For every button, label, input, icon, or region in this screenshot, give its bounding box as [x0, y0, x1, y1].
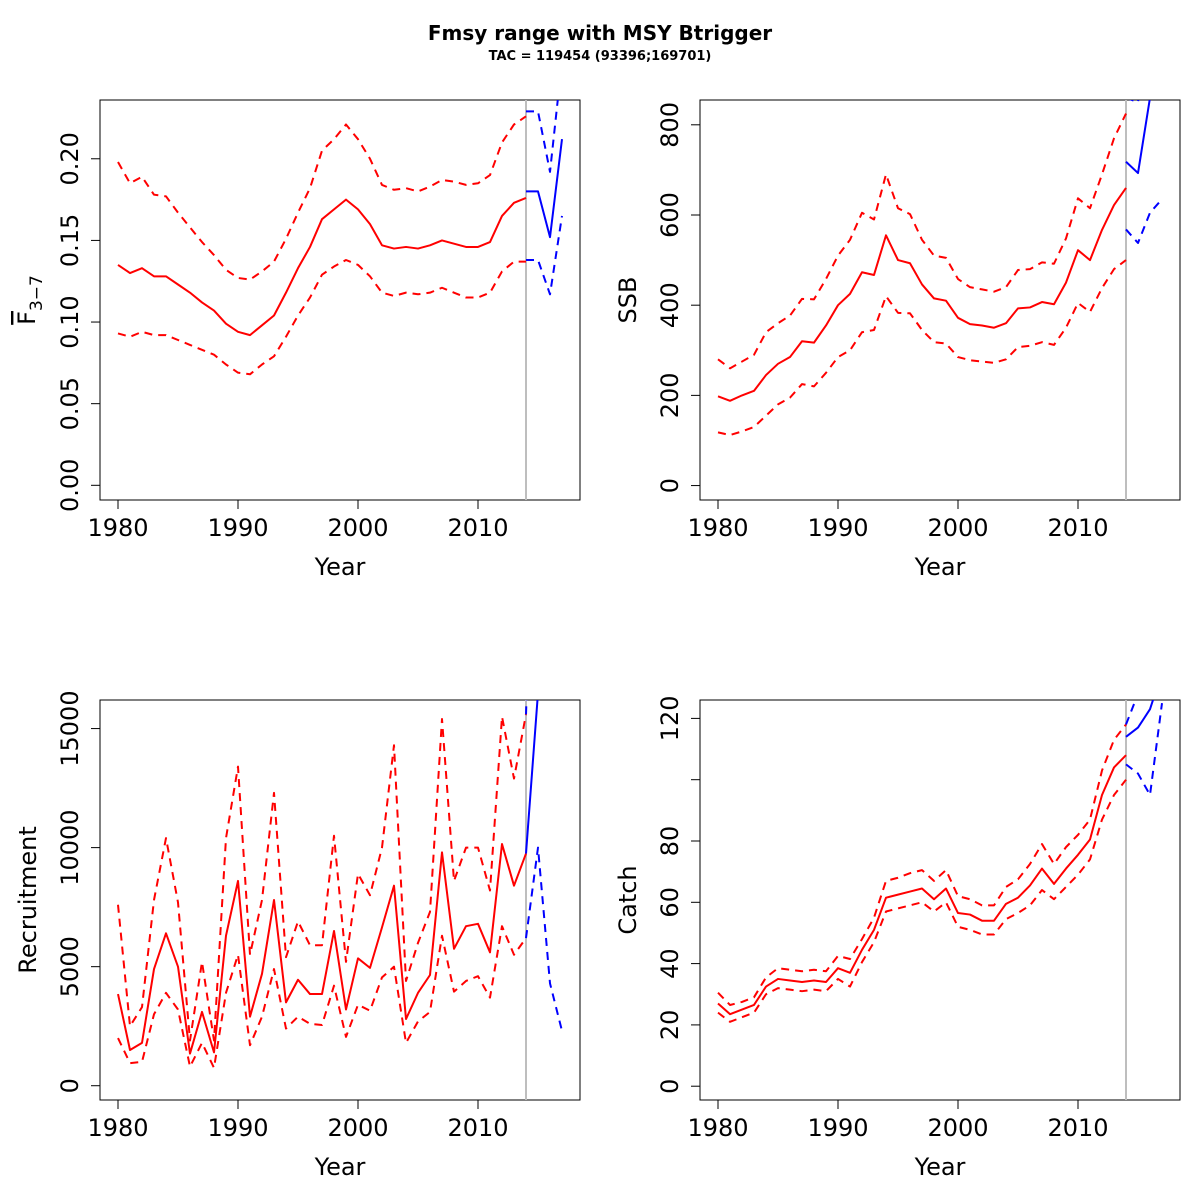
- series-line-ssb-historical-1: [717, 113, 1127, 370]
- series-line-fbar-historical-0: [117, 197, 527, 337]
- axis-ticks-catch: 1980 1990 2000 2010 0 20 40 60 80 120: [656, 695, 1109, 1142]
- x-axis-label-ssb: Year: [914, 553, 966, 581]
- panel-catch: 1980 1990 2000 2010 0 20 40 60 80 120 Year Catch: [614, 695, 1181, 1181]
- y-axis-label-fbar: F3−7: [13, 275, 47, 325]
- axis-ticks-fbar: 1980 1990 2000 2010 0.00 0.05 0.10 0.15 0.20: [56, 132, 509, 542]
- y-tick-label-fbar-3: 0.15: [56, 214, 84, 267]
- x-tick-label-catch-2010: 2010: [1047, 1114, 1108, 1142]
- figure-title: Fmsy range with MSY Btrigger: [428, 21, 772, 45]
- x-tick-label-recruitment-1980: 1980: [87, 1114, 148, 1142]
- plot-frame-ssb: [699, 99, 1181, 501]
- series-recruitment: [117, 700, 563, 1100]
- x-tick-label-catch-2000: 2000: [927, 1114, 988, 1142]
- series-line-recruitment-projection-3: [525, 700, 539, 854]
- y-tick-label-catch-3: 60: [656, 887, 684, 918]
- y-tick-label-catch-4: 80: [656, 826, 684, 857]
- x-tick-label-recruitment-2010: 2010: [447, 1114, 508, 1142]
- x-tick-label-catch-1990: 1990: [807, 1114, 868, 1142]
- series-line-catch-projection-5: [1125, 702, 1163, 797]
- x-tick-label-fbar-1980: 1980: [87, 514, 148, 542]
- y-tick-label-fbar-2: 0.10: [56, 295, 84, 348]
- y-tick-label-ssb-1: 200: [656, 372, 684, 418]
- y-tick-label-catch-2: 40: [656, 948, 684, 979]
- series-line-fbar-historical-2: [117, 259, 526, 376]
- x-tick-label-ssb-1990: 1990: [807, 514, 868, 542]
- y-axis-label-fbar-sub: 3−7: [27, 275, 47, 311]
- x-tick-label-fbar-2010: 2010: [447, 514, 508, 542]
- x-tick-label-recruitment-2000: 2000: [327, 1114, 388, 1142]
- panel-recruitment: 1980 1990 2000 2010 0 5000 10000 15000 Year Rec…: [14, 690, 581, 1181]
- y-tick-label-catch-6: 120: [656, 695, 684, 741]
- x-tick-label-recruitment-1990: 1990: [207, 1114, 268, 1142]
- y-tick-label-ssb-4: 800: [656, 102, 684, 148]
- series-line-catch-historical-2: [717, 779, 1127, 1023]
- x-tick-label-fbar-1990: 1990: [207, 514, 268, 542]
- series-line-ssb-projection-3: [1125, 100, 1151, 175]
- plot-frame-recruitment: [99, 699, 581, 1101]
- y-tick-label-fbar-1: 0.05: [56, 377, 84, 430]
- figure-subtitle: TAC = 119454 (93396;169701): [489, 49, 712, 64]
- x-axis-label-fbar: Year: [314, 553, 366, 581]
- panel-ssb: 1980 1990 2000 2010 0 200 400 600 800 Year SSB: [614, 99, 1181, 581]
- y-tick-label-fbar-0: 0.00: [56, 459, 84, 512]
- y-tick-label-ssb-0: 0: [656, 478, 684, 493]
- series-line-ssb-projection-5: [1125, 198, 1163, 244]
- series-line-recruitment-historical-1: [117, 714, 527, 1042]
- series-catch: [717, 700, 1163, 1100]
- series-line-catch-projection-3: [1125, 700, 1155, 738]
- y-tick-label-ssb-3: 600: [656, 192, 684, 238]
- plot-frame-fbar: [99, 99, 581, 501]
- axis-ticks-recruitment: 1980 1990 2000 2010 0 5000 10000 15000: [56, 690, 509, 1142]
- series-line-fbar-projection-3: [526, 139, 563, 239]
- y-axis-label-recruitment: Recruitment: [14, 826, 42, 973]
- series-ssb: [717, 100, 1163, 500]
- series-line-recruitment-projection-4: [525, 700, 528, 715]
- series-line-catch-historical-1: [717, 723, 1127, 1006]
- plot-frame-catch: [699, 699, 1181, 1101]
- x-axis-label-recruitment: Year: [314, 1153, 366, 1181]
- series-line-recruitment-historical-0: [117, 843, 527, 1055]
- series-line-catch-historical-0: [717, 754, 1127, 1016]
- y-tick-label-fbar-4: 0.20: [56, 132, 84, 185]
- y-axis-label-fbar-main: F: [13, 311, 41, 325]
- series-line-ssb-historical-0: [717, 187, 1127, 402]
- y-tick-label-catch-1: 20: [656, 1010, 684, 1041]
- x-tick-label-catch-1980: 1980: [687, 1114, 748, 1142]
- x-axis-label-catch: Year: [914, 1153, 966, 1181]
- series-line-catch-projection-4: [1125, 700, 1137, 725]
- y-tick-label-recruitment-3: 15000: [56, 690, 84, 766]
- series-line-recruitment-projection-5: [525, 846, 563, 1032]
- y-axis-label-ssb: SSB: [614, 277, 642, 324]
- x-tick-label-ssb-1980: 1980: [687, 514, 748, 542]
- series-line-recruitment-historical-2: [117, 925, 527, 1069]
- y-tick-label-recruitment-2: 10000: [56, 809, 84, 885]
- y-tick-label-recruitment-0: 0: [56, 1078, 84, 1093]
- series-line-ssb-projection-4: [1129, 100, 1140, 104]
- x-tick-label-ssb-2010: 2010: [1047, 514, 1108, 542]
- y-tick-label-recruitment-1: 5000: [56, 936, 84, 997]
- series-line-fbar-historical-1: [117, 115, 527, 281]
- series-fbar: [117, 100, 563, 500]
- panel-fbar: 1980 1990 2000 2010 0.00 0.05 0.10 0.15 0.20 Yea…: [13, 99, 581, 581]
- y-tick-label-ssb-2: 400: [656, 282, 684, 328]
- series-line-fbar-projection-4: [526, 100, 559, 173]
- x-tick-label-fbar-2000: 2000: [327, 514, 388, 542]
- series-line-fbar-projection-5: [526, 215, 563, 296]
- x-tick-label-ssb-2000: 2000: [927, 514, 988, 542]
- y-axis-label-catch: Catch: [614, 865, 642, 934]
- y-tick-label-catch-0: 0: [656, 1079, 684, 1094]
- axis-ticks-ssb: 1980 1990 2000 2010 0 200 400 600 800: [656, 102, 1109, 542]
